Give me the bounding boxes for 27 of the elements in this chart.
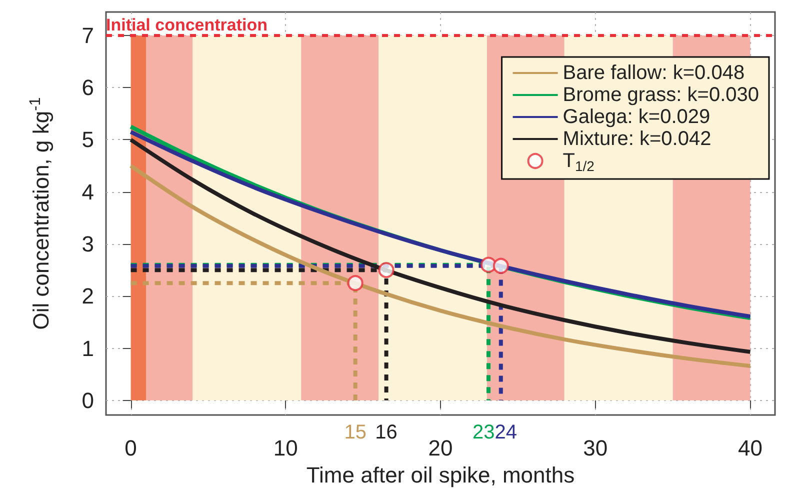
x-tick-label: 30 [583,436,608,460]
y-tick-label: 1 [82,336,94,361]
legend-label: Mixture: k=0.042 [562,128,712,150]
y-axis-title: Oil concentration, g kg-1 [27,97,54,330]
x-tick-label: 0 [124,436,137,460]
y-tick-label: 6 [82,75,94,100]
x-tick-label: 40 [738,436,762,460]
annotation: 16 [375,421,398,444]
y-tick-label: 4 [82,179,94,204]
point [347,275,364,292]
legend-label: Brome grass: k=0.030 [562,84,760,106]
point [378,262,394,278]
y-tick-label: 3 [82,232,94,256]
x-tick-label: 10 [273,436,298,460]
y-tick-label: 5 [82,127,94,152]
annotation: 23 [472,421,495,444]
x-tick-label: 20 [428,436,453,460]
y-tick-label: 0 [82,388,94,413]
point [492,258,509,274]
y-tick-label: 7 [82,22,94,48]
annotation: 24 [494,421,517,444]
ref-line-label: Initial concentration [106,15,268,34]
x-axis-title: Time after oil spike, months [306,462,575,488]
y-tick-label: 2 [82,284,94,309]
legend-label: Galega: k=0.029 [562,106,710,128]
annotation: 15 [344,421,366,444]
legend-label: Bare fallow: k=0.048 [562,62,745,84]
